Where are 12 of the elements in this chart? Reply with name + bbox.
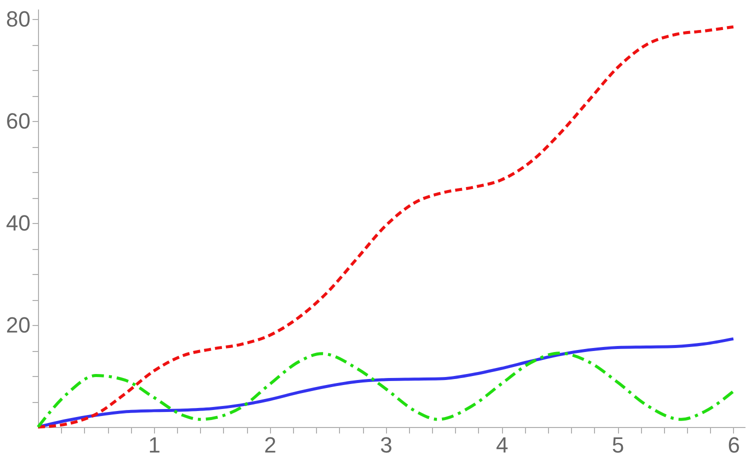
y-tick-label: 20 [6, 312, 30, 338]
y-tick-label: 80 [6, 6, 30, 32]
x-tick-label: 2 [264, 432, 276, 458]
x-tick-label: 3 [380, 432, 392, 458]
line-series [36, 25, 735, 428]
x-tick-label: 5 [612, 432, 624, 458]
line-series [36, 352, 735, 428]
x-tick-label: 4 [496, 432, 508, 458]
x-tick-label: 6 [728, 432, 740, 458]
y-tick-label: 40 [6, 210, 30, 236]
x-tick-label: 1 [148, 432, 161, 458]
y-tick-label: 60 [6, 108, 30, 134]
